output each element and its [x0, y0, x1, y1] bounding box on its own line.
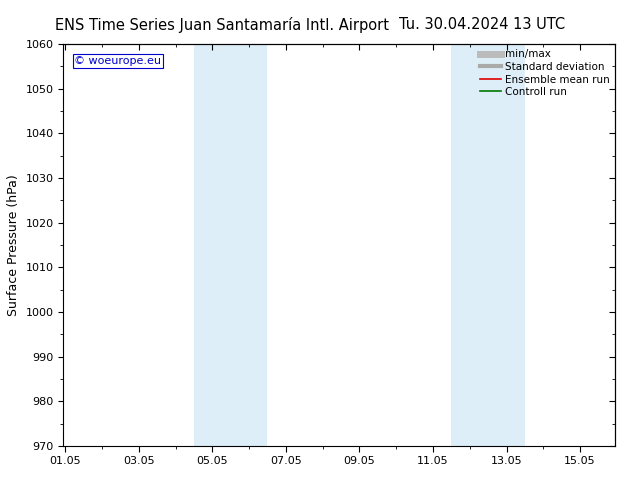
Y-axis label: Surface Pressure (hPa): Surface Pressure (hPa) [7, 174, 20, 316]
Bar [194, 44, 268, 446]
Legend: min/max, Standard deviation, Ensemble mean run, Controll run: min/max, Standard deviation, Ensemble me… [478, 47, 612, 99]
Bar [451, 44, 525, 446]
Text: Tu. 30.04.2024 13 UTC: Tu. 30.04.2024 13 UTC [399, 17, 565, 32]
Text: © woeurope.eu: © woeurope.eu [74, 56, 162, 66]
Text: ENS Time Series Juan Santamaría Intl. Airport: ENS Time Series Juan Santamaría Intl. Ai… [55, 17, 389, 33]
